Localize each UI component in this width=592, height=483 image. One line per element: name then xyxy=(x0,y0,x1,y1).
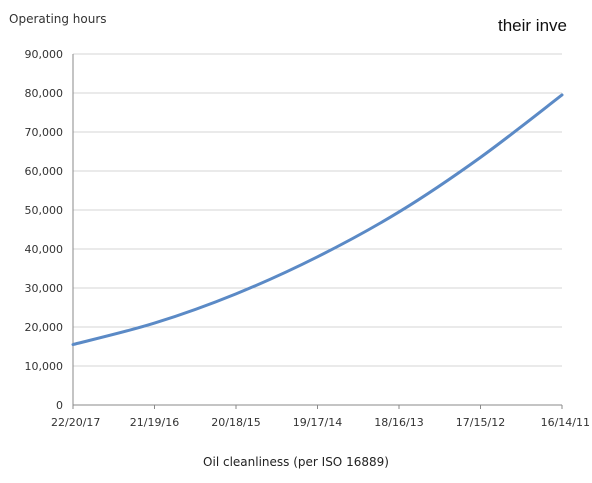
x-tick-label: 17/15/12 xyxy=(456,416,505,429)
gridlines xyxy=(72,53,563,409)
y-tick-labels: 0 10,000 20,000 30,000 40,000 50,000 60,000 70,… xyxy=(25,48,64,412)
y-tick-label: 60,000 xyxy=(25,165,64,178)
data-point xyxy=(316,255,320,259)
x-tick-label: 21/19/16 xyxy=(130,416,179,429)
x-tick-labels: 22/20/17 21/19/16 20/18/15 19/17/14 18/16/13… xyxy=(51,416,590,429)
data-point xyxy=(560,93,564,97)
y-axis-title: Operating hours xyxy=(9,12,107,26)
x-axis-title: Oil cleanliness (per ISO 16889) xyxy=(203,455,389,469)
data-point xyxy=(234,292,238,296)
y-tick-label: 10,000 xyxy=(25,360,64,373)
y-tick-label: 90,000 xyxy=(25,48,64,61)
y-tick-label: 80,000 xyxy=(25,87,64,100)
series-layer xyxy=(71,93,564,347)
data-point xyxy=(153,321,157,325)
cropped-text-fragment: their inve xyxy=(498,16,567,35)
y-tick-label: 40,000 xyxy=(25,243,64,256)
x-tick-label: 19/17/14 xyxy=(293,416,342,429)
y-tick-label: 0 xyxy=(56,399,63,412)
x-tick-label: 22/20/17 xyxy=(51,416,100,429)
x-tick-label: 16/14/11 xyxy=(541,416,590,429)
data-point xyxy=(71,343,75,347)
y-tick-label: 50,000 xyxy=(25,204,64,217)
data-point xyxy=(397,210,401,214)
y-tick-label: 20,000 xyxy=(25,321,64,334)
y-tick-label: 70,000 xyxy=(25,126,64,139)
data-point xyxy=(479,155,483,159)
x-tick-label: 20/18/15 xyxy=(211,416,260,429)
x-tick-label: 18/16/13 xyxy=(374,416,423,429)
y-tick-label: 30,000 xyxy=(25,282,64,295)
series-line xyxy=(71,93,564,347)
